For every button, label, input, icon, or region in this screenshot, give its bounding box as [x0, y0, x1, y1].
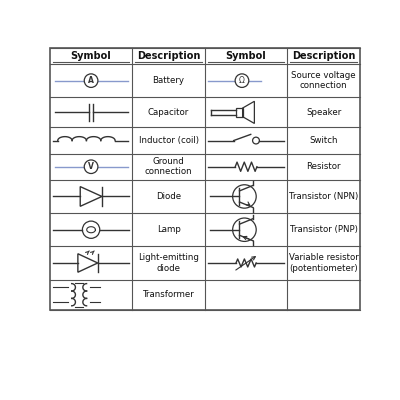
Text: Speaker: Speaker — [306, 108, 341, 117]
Text: Inductor (coil): Inductor (coil) — [138, 136, 198, 145]
Text: Variable resistor
(potentiometer): Variable resistor (potentiometer) — [289, 253, 358, 273]
Bar — [50, 48, 360, 310]
Circle shape — [84, 160, 98, 174]
Text: Lamp: Lamp — [157, 225, 180, 234]
Text: Transformer: Transformer — [143, 290, 194, 299]
Text: Capacitor: Capacitor — [148, 108, 189, 117]
Text: Battery: Battery — [152, 76, 184, 85]
Bar — [236, 108, 243, 117]
Text: Diode: Diode — [156, 192, 181, 201]
Text: Description: Description — [292, 51, 355, 61]
Text: Transistor (PNP): Transistor (PNP) — [290, 225, 358, 234]
Text: Ω: Ω — [239, 76, 245, 85]
Text: Resistor: Resistor — [306, 162, 341, 171]
Text: A: A — [88, 76, 94, 85]
Text: Transistor (NPN): Transistor (NPN) — [289, 192, 358, 201]
Text: Description: Description — [137, 51, 200, 61]
Text: Source voltage
connection: Source voltage connection — [291, 71, 356, 90]
Text: Ground
connection: Ground connection — [145, 157, 192, 176]
Text: Symbol: Symbol — [226, 51, 266, 61]
Circle shape — [84, 74, 98, 88]
Text: Symbol: Symbol — [71, 51, 112, 61]
Circle shape — [235, 74, 249, 88]
Text: Switch: Switch — [309, 136, 338, 145]
Text: V: V — [88, 162, 94, 171]
Text: Light-emitting
diode: Light-emitting diode — [138, 253, 199, 273]
